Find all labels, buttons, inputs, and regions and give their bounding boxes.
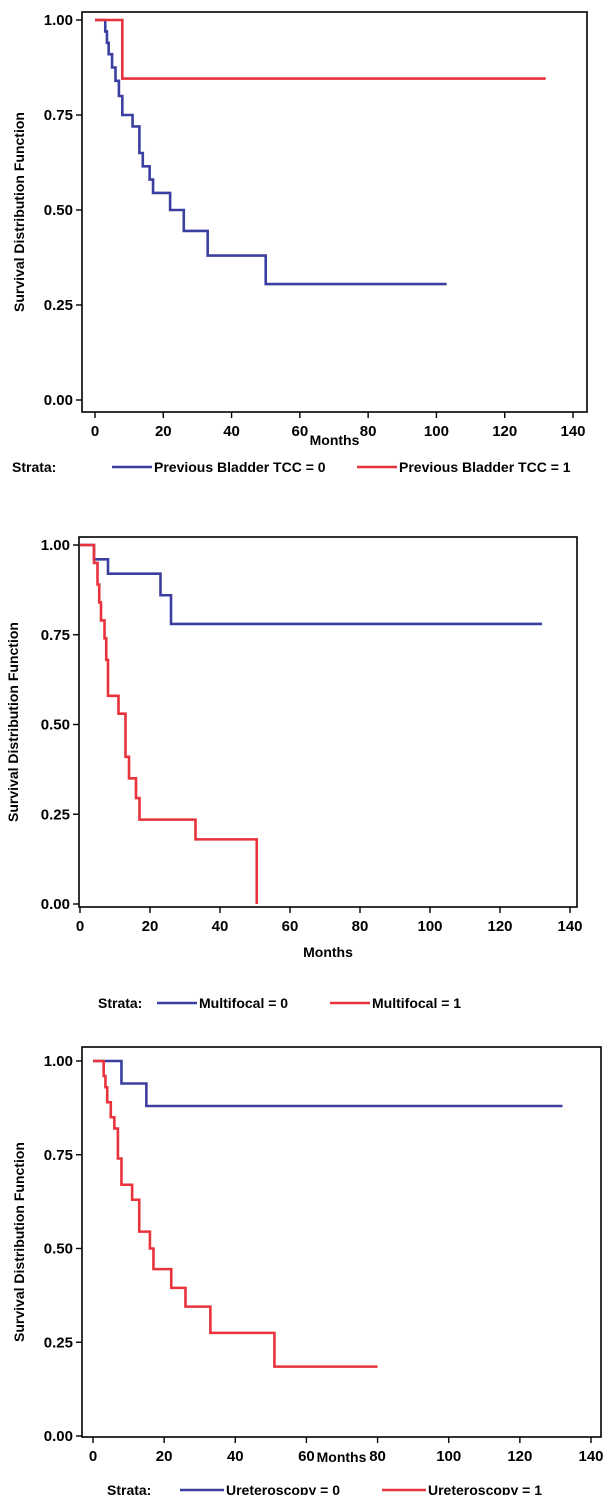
km-chart-ureteroscopy: 0.00 0.25 0.50 0.75 1.00 0 20 40 60 80 100 120 140 Mo… — [11, 1046, 604, 1495]
y-tick-label: 0.25 — [44, 1334, 73, 1351]
x-tick-label: 60 — [298, 1448, 315, 1465]
x-axis-label: Months — [317, 1449, 367, 1465]
plot-area — [81, 11, 588, 413]
series-line-2 — [95, 18, 546, 80]
legend-label-2: Multifocal = 1 — [372, 995, 461, 1011]
x-tick-label: 140 — [578, 1448, 603, 1465]
x-tick-label: 80 — [352, 918, 369, 935]
legend-label-1: Previous Bladder TCC = 0 — [154, 459, 326, 475]
x-tick-label: 0 — [89, 1448, 97, 1465]
km-chart-multifocal: 0.00 0.25 0.50 0.75 1.00 0 20 40 60 80 100 120 140 Mo… — [5, 536, 583, 1011]
x-tick-label: 60 — [282, 918, 299, 935]
plot-area — [78, 536, 578, 908]
y-axis-label: Survival Distribution Function — [11, 1142, 27, 1342]
y-tick-label: 0.00 — [44, 1428, 73, 1445]
x-tick-label: 0 — [91, 423, 99, 440]
y-tick-label: 0.75 — [44, 107, 73, 124]
x-tick-label: 120 — [487, 918, 512, 935]
legend-label-1: Ureteroscopy = 0 — [226, 1482, 340, 1495]
legend-label-1: Multifocal = 0 — [199, 995, 288, 1011]
x-tick-label: 40 — [227, 1448, 244, 1465]
x-tick-label: 100 — [417, 918, 442, 935]
x-tick-label: 140 — [557, 918, 582, 935]
y-tick-label: 0.25 — [44, 297, 73, 314]
y-tick-label: 0.50 — [44, 202, 73, 219]
y-tick-label: 0.00 — [41, 896, 70, 913]
x-tick-label: 120 — [507, 1448, 532, 1465]
y-tick-label: 1.00 — [44, 12, 73, 29]
x-tick-label: 60 — [292, 423, 309, 440]
x-tick-label: 80 — [360, 423, 377, 440]
y-tick-label: 0.00 — [44, 392, 73, 409]
x-tick-label: 40 — [212, 918, 229, 935]
plot-area — [81, 1046, 602, 1438]
x-axis-label: Months — [310, 432, 360, 448]
series-line-1 — [93, 1059, 563, 1108]
x-tick-label: 100 — [424, 423, 449, 440]
y-axis-label: Survival Distribution Function — [11, 112, 27, 312]
y-axis-label: Survival Distribution Function — [5, 622, 21, 822]
legend-title: Strata: — [98, 995, 142, 1011]
x-tick-label: 100 — [436, 1448, 461, 1465]
y-tick-label: 0.75 — [41, 627, 70, 644]
x-tick-label: 20 — [156, 1448, 173, 1465]
y-tick-label: 1.00 — [41, 537, 70, 554]
y-tick-label: 0.75 — [44, 1147, 73, 1164]
x-tick-label: 20 — [155, 423, 172, 440]
x-tick-label: 140 — [560, 423, 585, 440]
legend-label-2: Ureteroscopy = 1 — [428, 1482, 542, 1495]
x-tick-label: 80 — [369, 1448, 386, 1465]
y-tick-label: 1.00 — [44, 1053, 73, 1070]
legend-label-2: Previous Bladder TCC = 1 — [399, 459, 571, 475]
legend-title: Strata: — [107, 1482, 151, 1495]
series-line-2 — [93, 1059, 378, 1368]
series-line-1 — [95, 18, 447, 286]
x-tick-label: 0 — [76, 918, 84, 935]
x-tick-label: 20 — [142, 918, 159, 935]
series-line-1 — [80, 543, 542, 626]
y-tick-label: 0.50 — [44, 1241, 73, 1258]
legend-title: Strata: — [12, 459, 56, 475]
x-axis-label: Months — [303, 944, 353, 960]
x-tick-label: 120 — [492, 423, 517, 440]
km-chart-previous-bladder-tcc: 0.00 0.25 0.50 0.75 1.00 0 20 40 60 80 100 120 140 Mo… — [11, 11, 588, 475]
y-tick-label: 0.25 — [41, 806, 70, 823]
y-tick-label: 0.50 — [41, 717, 70, 734]
x-tick-label: 40 — [223, 423, 240, 440]
series-line-2 — [80, 543, 259, 904]
